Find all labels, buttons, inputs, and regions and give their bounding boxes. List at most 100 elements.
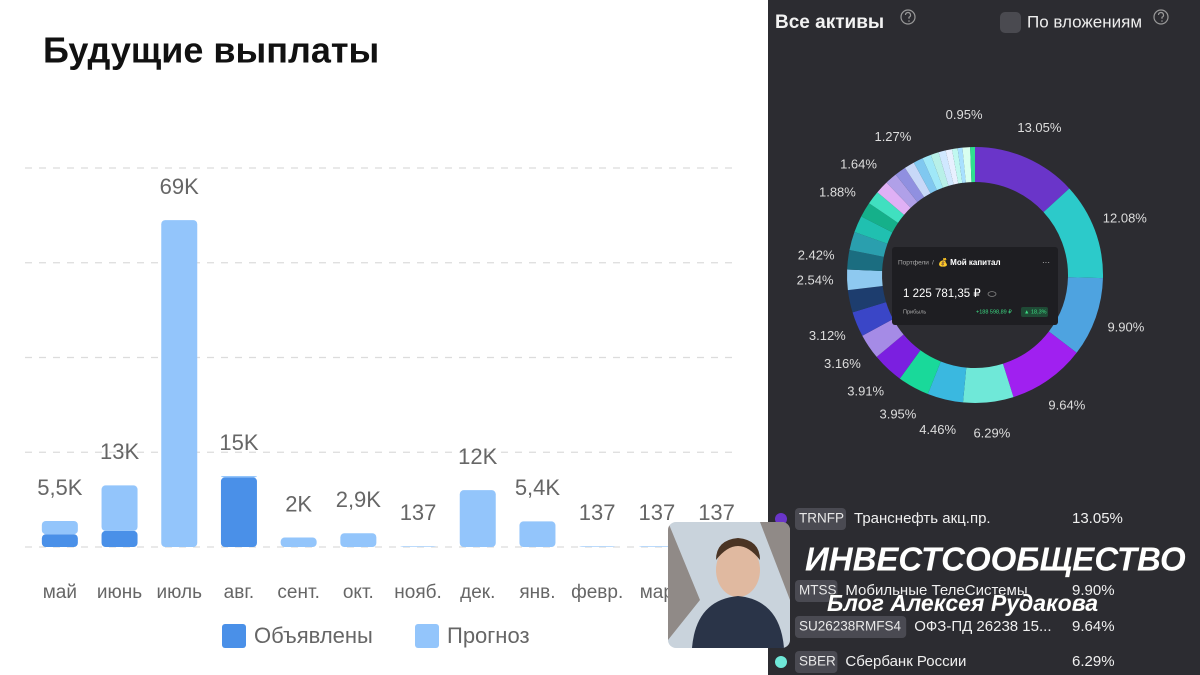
ticker: SBER — [799, 654, 836, 669]
bar-segment — [101, 485, 138, 531]
x-tick-label: июнь — [97, 582, 142, 603]
ticker: SU26238RMFS4 — [799, 619, 902, 634]
portfolio-amount: 1 225 781,35 ₽ — [903, 288, 981, 300]
donut-slice — [852, 302, 894, 336]
ticker-badge — [795, 651, 838, 673]
profit-label: Прибыль — [903, 309, 926, 315]
asset-name: Мобильные ТелеСистемы — [845, 582, 1027, 599]
donut-slice — [922, 154, 943, 191]
donut-slice — [1048, 277, 1103, 353]
breadcrumb-separator: / — [932, 260, 934, 267]
x-tick-label: май — [43, 582, 77, 603]
donut-slice — [945, 149, 959, 185]
overlay-subtitle: Блог Алексея Рудакова — [827, 590, 1098, 616]
x-tick-label: нояб. — [394, 582, 442, 603]
eye-icon[interactable] — [987, 291, 997, 297]
row-marker — [775, 656, 787, 668]
value-label: 5,4K — [515, 475, 561, 500]
ticker-badge — [795, 580, 838, 602]
donut-slice — [849, 231, 888, 257]
asset-name: Транснефть акц.пр. — [854, 510, 991, 527]
value-label: 2K — [285, 491, 312, 516]
donut-slice — [1043, 188, 1103, 279]
donut-slice — [927, 361, 967, 403]
x-tick-label: мар — [640, 582, 674, 603]
x-tick-label: авг. — [224, 582, 255, 603]
donut-slice — [899, 350, 941, 395]
donut-slice — [1002, 331, 1077, 398]
donut-slice — [862, 319, 904, 357]
author-photo — [668, 522, 790, 648]
donut-slice — [847, 285, 887, 313]
slice-label: 6.29% — [973, 426, 1010, 441]
toggle-label[interactable]: По вложениям — [1027, 12, 1142, 31]
donut: 13.05% 12.08% 9.90% 9.64% 6.29% 4.46%3.95% 3.9… — [797, 107, 1148, 441]
bar-segment — [220, 477, 257, 547]
donut-slice — [951, 148, 963, 184]
donut-slice — [886, 174, 918, 208]
ticker-badge — [795, 616, 907, 638]
donut-slice — [895, 167, 925, 202]
help-icon[interactable] — [1153, 9, 1169, 25]
bar-segment — [638, 546, 675, 547]
bar-segment — [280, 537, 317, 547]
bar-segment — [41, 534, 78, 547]
asset-name: Сбербанк России — [845, 653, 966, 670]
donut-slice — [869, 192, 905, 223]
value-label: 15K — [219, 430, 258, 455]
bar-segment — [400, 546, 437, 547]
donut-slice — [861, 203, 899, 233]
x-tick-label: окт. — [343, 582, 374, 603]
value-label: 2,9K — [336, 487, 382, 512]
help-icon[interactable] — [900, 9, 916, 25]
slice-label: 3.91% — [847, 383, 884, 398]
asset-share: 13.05% — [1072, 510, 1123, 527]
slice-label: 2.42% — [798, 247, 835, 262]
left-panel — [0, 0, 768, 675]
value-label: 137 — [638, 500, 675, 525]
asset-share: 6.29% — [1072, 653, 1115, 670]
legend-swatch — [222, 624, 246, 648]
card-menu[interactable]: ··· — [1042, 258, 1050, 267]
donut-slice — [970, 147, 975, 183]
x-tick-label: дек. — [460, 582, 495, 603]
bar-segment — [579, 546, 616, 547]
donut-slice — [846, 269, 883, 291]
slice-label: 3.16% — [824, 356, 861, 371]
value-label: 12K — [458, 444, 497, 469]
right-panel — [768, 0, 1200, 675]
x-tick-label: февр. — [571, 582, 623, 603]
value-label: 69K — [160, 174, 199, 199]
profit-percent: ▲ 18,3% — [1024, 309, 1047, 315]
ticker: MTSS — [799, 583, 837, 598]
bar-segment — [340, 533, 377, 547]
donut-slice — [930, 152, 949, 188]
bar-segment — [41, 520, 78, 535]
asset-share: 9.90% — [1072, 582, 1115, 599]
donut-slice — [847, 249, 884, 271]
value-label: 137 — [579, 500, 616, 525]
legend-label: Объявлены — [254, 623, 373, 648]
panel-title: Все активы — [775, 12, 884, 33]
x-tick-label: янв. — [519, 582, 555, 603]
slice-label: 1.64% — [840, 157, 877, 172]
asset-list: TRNFP Транснефть акц.пр. 13.05% MTSS Мобильн… — [775, 508, 1123, 673]
donut-slice — [876, 334, 921, 379]
value-label: 5,5K — [37, 475, 83, 500]
breadcrumb: Портфели — [898, 260, 929, 267]
slice-label: 12.08% — [1103, 210, 1148, 225]
slice-label: 2.54% — [797, 272, 834, 287]
bar-segment — [101, 530, 138, 547]
bar-segment — [161, 220, 198, 548]
slice-label: 9.64% — [1048, 397, 1085, 412]
slice-label: 0.95% — [946, 107, 983, 122]
ticker-badge — [795, 508, 846, 530]
donut-slice — [975, 147, 1070, 213]
value-label: 137 — [400, 500, 437, 525]
portfolio-name: 💰 Мой капитал — [938, 257, 1001, 267]
asset-name: ОФЗ-ПД 26238 15... — [914, 618, 1051, 635]
bar-segment — [459, 490, 496, 547]
checkbox[interactable] — [1000, 12, 1021, 33]
slice-label: 1.88% — [819, 185, 856, 200]
